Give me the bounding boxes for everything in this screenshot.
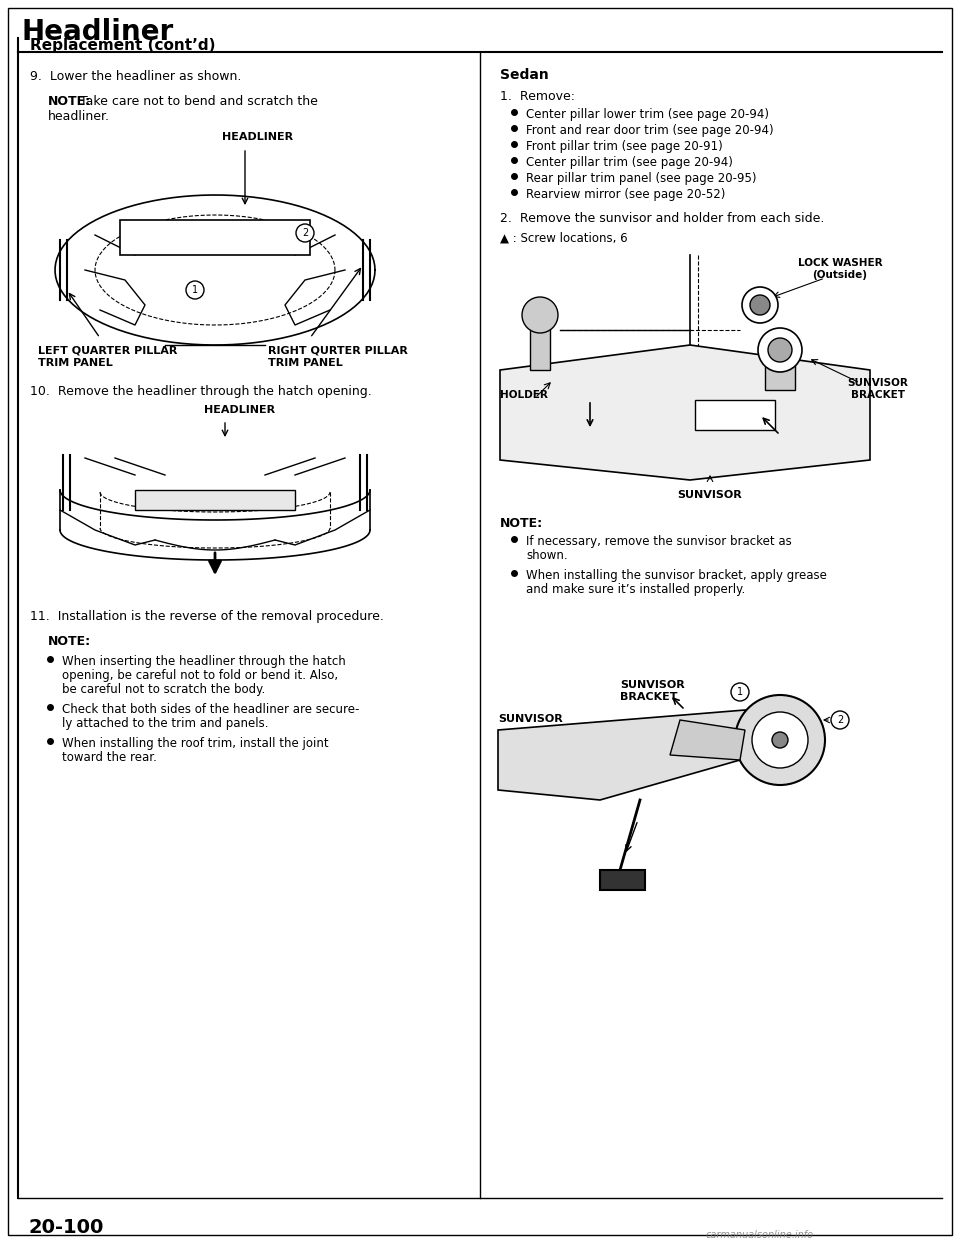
Text: Center pillar lower trim (see page 20-94): Center pillar lower trim (see page 20-94… (526, 108, 769, 121)
Text: and make sure it’s installed properly.: and make sure it’s installed properly. (526, 583, 745, 595)
Text: TRIM PANEL: TRIM PANEL (38, 358, 112, 368)
Polygon shape (670, 720, 745, 759)
Bar (530, 314, 550, 370)
Circle shape (522, 297, 558, 333)
Text: Front and rear door trim (see page 20-94): Front and rear door trim (see page 20-94… (526, 124, 774, 137)
Text: 2: 2 (837, 715, 843, 725)
Text: headliner.: headliner. (48, 109, 110, 123)
Text: HOLDER: HOLDER (500, 390, 548, 400)
Text: ▲ : Screw locations, 6: ▲ : Screw locations, 6 (500, 232, 628, 245)
Circle shape (750, 295, 770, 314)
Bar (600, 870, 645, 890)
Text: 11.  Installation is the reverse of the removal procedure.: 11. Installation is the reverse of the r… (30, 610, 384, 623)
Circle shape (296, 224, 314, 242)
Text: carmanualsonline.info: carmanualsonline.info (706, 1231, 814, 1241)
Text: ly attached to the trim and panels.: ly attached to the trim and panels. (62, 717, 269, 730)
Text: HEADLINER: HEADLINER (223, 132, 294, 142)
Bar (695, 400, 775, 430)
Text: When installing the roof trim, install the joint: When installing the roof trim, install t… (62, 737, 328, 750)
Text: SUNVISOR
BRACKET: SUNVISOR BRACKET (620, 680, 684, 701)
Circle shape (758, 328, 802, 372)
Text: Replacement (cont’d): Replacement (cont’d) (30, 39, 215, 53)
Circle shape (186, 281, 204, 300)
Text: Check that both sides of the headliner are secure-: Check that both sides of the headliner a… (62, 704, 359, 716)
Text: Center pillar trim (see page 20-94): Center pillar trim (see page 20-94) (526, 157, 732, 169)
Text: NOTE:: NOTE: (48, 635, 91, 648)
Bar (765, 351, 795, 390)
Circle shape (731, 682, 749, 701)
Text: Headliner: Headliner (22, 17, 175, 46)
Text: LEFT QUARTER PILLAR: LEFT QUARTER PILLAR (38, 346, 178, 355)
Text: be careful not to scratch the body.: be careful not to scratch the body. (62, 682, 265, 696)
Circle shape (768, 338, 792, 362)
Text: 20-100: 20-100 (28, 1218, 104, 1237)
Text: If necessary, remove the sunvisor bracket as: If necessary, remove the sunvisor bracke… (526, 534, 792, 548)
Circle shape (831, 711, 849, 728)
Text: Rearview mirror (see page 20-52): Rearview mirror (see page 20-52) (526, 188, 726, 201)
Text: LOCK WASHER
(Outside): LOCK WASHER (Outside) (798, 259, 882, 280)
Text: SUNVISOR: SUNVISOR (498, 713, 563, 723)
Polygon shape (498, 710, 745, 800)
Bar (120, 220, 310, 255)
Text: 9.  Lower the headliner as shown.: 9. Lower the headliner as shown. (30, 70, 241, 83)
Text: NOTE:: NOTE: (48, 94, 91, 108)
Polygon shape (500, 346, 870, 480)
Circle shape (742, 287, 778, 323)
Text: RIGHT QURTER PILLAR: RIGHT QURTER PILLAR (268, 346, 408, 355)
Text: 2: 2 (301, 227, 308, 237)
Text: toward the rear.: toward the rear. (62, 751, 156, 764)
Text: 2.  Remove the sunvisor and holder from each side.: 2. Remove the sunvisor and holder from e… (500, 213, 825, 225)
Text: 1: 1 (737, 687, 743, 697)
Text: shown.: shown. (526, 549, 567, 562)
Text: SUNVISOR
BRACKET: SUNVISOR BRACKET (848, 378, 908, 399)
Text: opening, be careful not to fold or bend it. Also,: opening, be careful not to fold or bend … (62, 669, 338, 682)
Text: SUNVISOR: SUNVISOR (678, 490, 742, 500)
Circle shape (772, 732, 788, 748)
Text: Sedan: Sedan (500, 68, 549, 82)
Text: 1.  Remove:: 1. Remove: (500, 89, 575, 103)
Text: 1: 1 (192, 285, 198, 295)
Text: NOTE:: NOTE: (500, 517, 543, 530)
Text: 10.  Remove the headliner through the hatch opening.: 10. Remove the headliner through the hat… (30, 385, 372, 398)
Circle shape (735, 695, 825, 786)
Text: When installing the sunvisor bracket, apply grease: When installing the sunvisor bracket, ap… (526, 569, 827, 582)
Text: Rear pillar trim panel (see page 20-95): Rear pillar trim panel (see page 20-95) (526, 172, 756, 185)
Bar (135, 490, 295, 510)
Circle shape (752, 712, 808, 768)
Text: HEADLINER: HEADLINER (204, 405, 276, 415)
Text: Take care not to bend and scratch the: Take care not to bend and scratch the (80, 94, 318, 108)
Text: Front pillar trim (see page 20-91): Front pillar trim (see page 20-91) (526, 140, 723, 153)
Text: TRIM PANEL: TRIM PANEL (268, 358, 343, 368)
Text: When inserting the headliner through the hatch: When inserting the headliner through the… (62, 655, 346, 667)
